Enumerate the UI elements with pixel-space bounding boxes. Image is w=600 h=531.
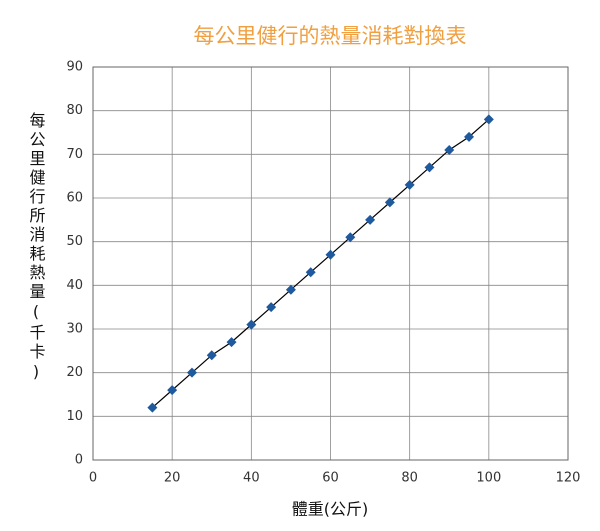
point <box>464 131 475 142</box>
point <box>404 179 415 190</box>
y-tick-label: 20 <box>66 365 83 380</box>
y-axis-label: 每公里健行所消耗熱量(千卡) <box>27 112 46 384</box>
y-tick-label: 90 <box>66 60 83 75</box>
y-tick-label: 0 <box>75 453 83 468</box>
point <box>365 214 376 225</box>
point <box>424 162 435 173</box>
x-tick-label: 0 <box>89 471 97 486</box>
point <box>483 114 494 125</box>
x-tick-label: 40 <box>243 471 260 486</box>
point <box>147 402 158 413</box>
point <box>206 350 217 361</box>
y-tick-label: 40 <box>66 278 83 293</box>
chart-title: 每公里健行的熱量消耗對換表 <box>194 24 467 48</box>
y-tick-label: 30 <box>66 322 83 337</box>
point <box>167 385 178 396</box>
y-tick-label: 10 <box>66 409 83 424</box>
point <box>305 267 316 278</box>
point <box>266 302 277 313</box>
point <box>384 197 395 208</box>
point <box>186 367 197 378</box>
point <box>345 232 356 243</box>
plot-frame <box>92 66 569 461</box>
point <box>246 319 257 330</box>
x-tick-label: 20 <box>164 471 181 486</box>
point <box>325 249 336 260</box>
trend-line <box>151 118 490 409</box>
x-tick-label: 60 <box>322 471 339 486</box>
x-tick-label: 80 <box>401 471 418 486</box>
x-tick-label: 120 <box>556 471 581 486</box>
x-axis-label: 體重(公斤) <box>292 500 369 519</box>
point <box>444 144 455 155</box>
point <box>226 337 237 348</box>
y-tick-label: 70 <box>66 147 83 162</box>
y-tick-label: 80 <box>66 103 83 118</box>
point <box>285 284 296 295</box>
y-tick-label: 60 <box>66 191 83 206</box>
x-tick-label: 100 <box>476 471 501 486</box>
y-tick-label: 50 <box>66 234 83 249</box>
